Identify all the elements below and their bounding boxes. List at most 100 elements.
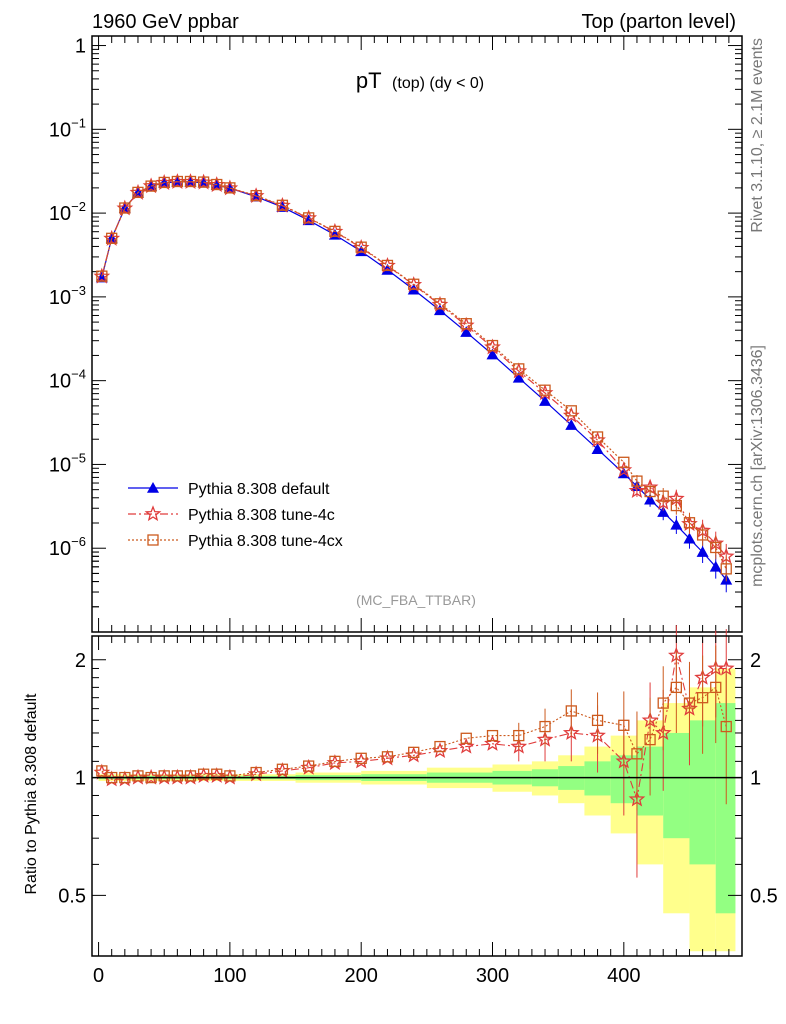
- series-marker-2: [303, 212, 315, 224]
- ratio-marker-2: [720, 720, 732, 733]
- ratio-marker-2: [657, 697, 669, 709]
- ratio-marker-2: [644, 733, 656, 746]
- ratio-frame: [91, 635, 743, 957]
- x-tick-label: 0: [93, 965, 104, 987]
- series-marker-2: [696, 529, 709, 541]
- legend-label-1: Pythia 8.308 tune-4c: [188, 507, 335, 524]
- legend-label-2: Pythia 8.308 tune-4cx: [188, 533, 343, 550]
- ratio-marker-2: [618, 719, 630, 731]
- x-tick-label: 200: [345, 965, 378, 987]
- series-marker-2: [513, 363, 525, 375]
- header-process: Top (parton level): [581, 11, 736, 33]
- series-marker-2: [565, 405, 577, 417]
- ratio-marker-2: [197, 768, 210, 780]
- series-marker-0: [683, 532, 696, 544]
- series-line-1: [101, 181, 727, 557]
- ratio-marker-2: [683, 697, 696, 709]
- series-marker-2: [96, 270, 108, 282]
- series-marker-2: [224, 182, 236, 194]
- ratio-marker-2: [381, 751, 394, 763]
- legend: Pythia 8.308 default Pythia 8.308 tune-4c…: [128, 481, 343, 550]
- ratio-marker-2: [591, 714, 604, 727]
- main-axes: 110−110−210−310−410−510−6: [49, 35, 743, 633]
- series-marker-0: [670, 518, 683, 530]
- y-tick-mantissa: 10: [49, 538, 71, 560]
- series-marker-2: [276, 199, 289, 211]
- ratio-marker-2: [460, 732, 472, 744]
- ratio-marker-1: [457, 737, 475, 754]
- plot-title-main: pT: [356, 68, 382, 93]
- plot-title-sub: (top) (dy < 0): [392, 75, 484, 92]
- ratio-marker-2: [158, 770, 170, 782]
- y-tick-exponent: −5: [71, 450, 86, 465]
- y-tick-label: 10−4: [49, 367, 86, 393]
- series-marker-0: [591, 443, 604, 455]
- series-marker-2: [329, 225, 341, 238]
- mcplots-citation: mcplots.cern.ch [arXiv:1306.3436]: [749, 345, 766, 587]
- ratio-marker-2: [355, 752, 367, 764]
- ratio-ylabel: Ratio to Pythia 8.308 default: [23, 693, 40, 895]
- series-marker-2: [670, 499, 682, 512]
- ratio-marker-2: [303, 760, 315, 772]
- legend-marker-0: [147, 482, 159, 493]
- series-marker-0: [433, 304, 446, 316]
- ratio-marker-1: [717, 659, 735, 676]
- ratio-y-tick-label: 0.5: [58, 885, 86, 907]
- rivet-version: Rivet 3.1.10, ≥ 2.1M events: [749, 38, 766, 233]
- legend-marker-2: [147, 534, 159, 546]
- series-marker-2: [618, 456, 630, 468]
- x-tick-label: 400: [607, 965, 640, 987]
- ratio-marker-1: [562, 724, 580, 741]
- series-marker-2: [657, 490, 669, 502]
- y-tick-exponent: −6: [71, 534, 86, 549]
- y-tick-label: 10−2: [49, 199, 86, 225]
- series-marker-0: [460, 326, 473, 337]
- ratio-marker-2: [184, 770, 197, 782]
- series-line-0: [101, 181, 727, 581]
- series-marker-0: [644, 493, 657, 505]
- ratio-y-tick-label-right: 2: [750, 650, 761, 672]
- series-marker-2: [211, 178, 223, 191]
- series-marker-2: [486, 339, 499, 352]
- series-marker-2: [106, 232, 118, 244]
- series-marker-2: [197, 176, 210, 188]
- x-tick-label: 300: [476, 965, 509, 987]
- ratio-y-tick-label: 2: [75, 650, 86, 672]
- series-marker-2: [119, 202, 131, 214]
- series-marker-2: [434, 298, 446, 310]
- ratio-series: [93, 625, 735, 878]
- series-marker-0: [657, 506, 670, 517]
- y-tick-mantissa: 10: [49, 203, 71, 225]
- y-tick-mantissa: 10: [49, 119, 71, 141]
- ratio-bands: [98, 668, 736, 952]
- y-tick-label: 10−6: [49, 534, 86, 560]
- ratio-marker-2: [96, 765, 108, 777]
- series-marker-2: [250, 189, 262, 202]
- y-tick-label: 1: [75, 36, 86, 58]
- ratio-marker-2: [408, 746, 420, 758]
- ratio-marker-2: [211, 768, 223, 780]
- series-marker-2: [408, 278, 420, 290]
- y-tick-mantissa: 10: [49, 454, 71, 476]
- band-inner: [715, 703, 736, 914]
- ratio-marker-2: [171, 770, 184, 782]
- series-marker-2: [539, 384, 551, 396]
- ratio-marker-2: [539, 720, 551, 733]
- ratio-marker-2: [276, 763, 289, 775]
- ratio-marker-2: [513, 729, 525, 742]
- series-marker-0: [512, 371, 525, 383]
- band-inner: [663, 732, 690, 839]
- legend-marker-1: [144, 505, 162, 522]
- y-tick-mantissa: 10: [49, 287, 71, 309]
- y-tick-label: 10−5: [49, 450, 86, 476]
- series-marker-2: [460, 318, 472, 330]
- series-marker-2: [631, 475, 643, 487]
- y-tick-label: 10−3: [49, 283, 86, 309]
- header-energy: 1960 GeV ppbar: [92, 11, 239, 33]
- series-marker-0: [709, 560, 722, 572]
- series-marker-2: [171, 175, 184, 188]
- y-tick-label: 10−1: [49, 115, 86, 141]
- series-marker-2: [683, 517, 696, 529]
- series-marker-2: [720, 563, 732, 575]
- y-tick-mantissa: 1: [75, 36, 86, 58]
